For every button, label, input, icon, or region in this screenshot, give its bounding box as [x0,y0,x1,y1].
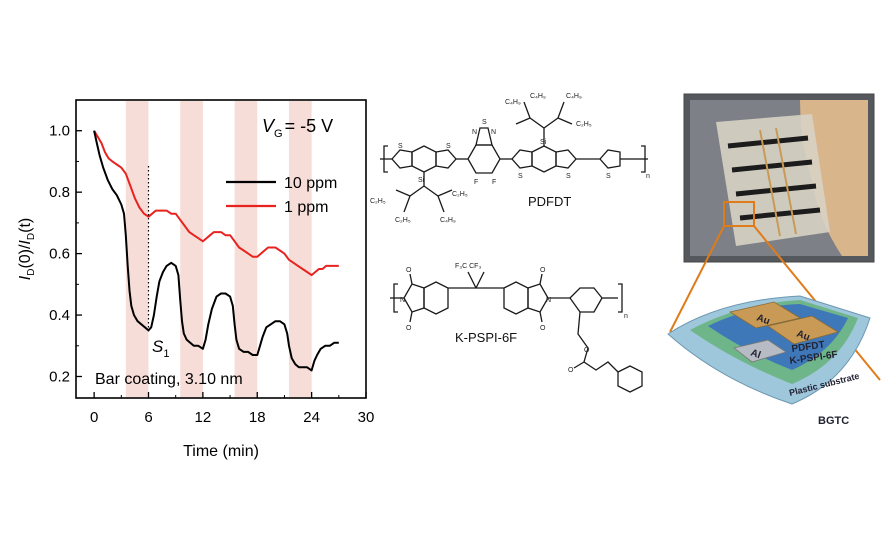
axis-ticks: 0 6 12 18 24 30 0.2 0.4 0.6 0.8 1.0 [49,123,374,426]
photo-electrodes [727,135,821,221]
chart: 0 6 12 18 24 30 0.2 0.4 0.6 0.8 1.0 VG = -5 V Bar c… [17,99,374,460]
shaded-intervals [125,101,312,397]
pdfdt-atom-si1: Si [418,177,425,184]
pdfdt-name: PDFDT [528,194,571,209]
pdfdt-alkyl-6: C₄H₉ [566,93,582,100]
y-tick-label-0.4: 0.4 [49,307,70,324]
label-au-2: Au [795,328,811,343]
kpspi-structure [390,271,643,393]
kpspi-name: K-PSPI-6F [455,330,517,345]
y-axis-label: ID(0)/ID(t) [17,218,37,280]
pdfdt-alkyl-3: C₂H₅ [395,217,411,224]
pdfdt-atom-n2: N [491,129,496,136]
device-config-label: BGTC [818,415,849,427]
pdfdt-atom-s4: S [518,173,523,180]
legend-label-10ppm: 10 ppm [284,175,337,192]
gold-electrode-2 [767,315,839,345]
shaded-interval-4 [288,101,312,397]
s1-marker-label: S1 [152,337,169,360]
kpspi-cf3-group: F₃C CF₃ [455,263,481,270]
y-tick-label-0.8: 0.8 [49,184,70,201]
kpspi-atom-o3: O [540,267,546,274]
x-tick-label-30: 30 [358,409,375,426]
y-tick-label-0.2: 0.2 [49,368,70,385]
pdfdt-atom-s5: S [566,173,571,180]
kpspi-repeat-n: n [624,313,628,320]
kpspi-atom-n1: N [400,297,405,304]
legend-label-1ppm: 1 ppm [284,199,328,216]
x-tick-label-0: 0 [90,409,98,426]
pdfdt-alkyl-5: C₂H₅ [452,191,468,198]
photo-hand [800,100,868,256]
photo-highlight-box [723,201,755,227]
label-pdfdt: PDFDT [791,339,826,355]
photo-gold-traces [759,127,797,237]
device-photo [683,93,875,263]
plot-frame [75,99,367,399]
kpspi-atom-o2: O [406,325,412,332]
shaded-interval-1 [125,101,149,397]
label-au-1: Au [755,312,771,327]
series-lines [93,130,339,372]
y-tick-label-0.6: 0.6 [49,246,70,263]
pdfdt-alkyl-8: C₄H₉ [530,93,546,100]
x-tick-label-12: 12 [195,409,212,426]
pdfdt-atom-f1: F [474,179,478,186]
legend: 10 ppm 1 ppm [226,175,337,216]
x-axis-label: Time (min) [183,443,259,460]
device-schematic: Au Au Al PDFDT K-PSPI-6F Plastic substra… [667,295,871,427]
series-line-10-ppm [93,130,339,372]
kpspi-atom-o1: O [406,267,412,274]
pdfdt-structure [380,101,648,213]
kpspi-atom-o5: O [584,347,590,354]
pdfdt-atom-f2: F [492,179,496,186]
pdfdt-atom-s6: S [606,173,611,180]
pdfdt-alkyl-4: C₄H₉ [440,217,456,224]
gold-electrode-1 [728,301,802,329]
pdfdt-atom-n1: N [472,129,477,136]
x-tick-label-18: 18 [249,409,266,426]
series-line-1-ppm [93,130,339,277]
pdfdt-atom-s1: S [398,143,403,150]
pdfdt-atom-s3: S [482,119,487,126]
kpspi-atom-o4: O [540,325,546,332]
pdfdt-labels: PDFDT n S S Si N S N F F S S Si S C₄H₉ C… [370,93,650,224]
pdfdt-atom-si2: Si [540,139,547,146]
kpspi-atom-o6: O [568,367,574,374]
pdfdt-atom-s2: S [446,143,451,150]
y-tick-label-1: 1.0 [49,123,70,140]
x-tick-label-6: 6 [144,409,152,426]
zoom-line-left [669,225,725,333]
pdfdt-repeat-n: n [646,173,650,180]
kpspi-labels: K-PSPI-6F F₃C CF₃ n O O N O O N O O [400,263,628,374]
coating-annotation: Bar coating, 3.10 nm [95,371,243,388]
pdfdt-alkyl-7: C₂H₅ [576,121,592,128]
x-tick-label-24: 24 [303,409,320,426]
shaded-interval-3 [234,101,258,397]
gate-voltage-annotation: VG = -5 V [262,116,333,140]
pdfdt-alkyl-2: C₂H₅ [370,198,386,205]
shaded-interval-2 [180,101,203,397]
label-al: Al [749,347,762,361]
aluminum-gate [733,339,787,363]
kpspi-atom-n2: N [546,297,551,304]
pdfdt-alkyl-1: C₄H₉ [505,99,521,106]
